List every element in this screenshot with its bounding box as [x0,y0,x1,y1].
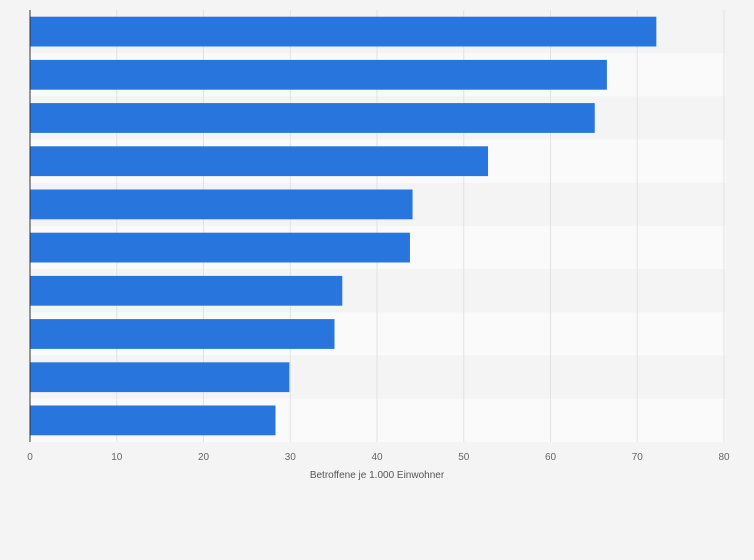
x-axis-title: Betroffene je 1.000 Einwohner [310,470,445,481]
x-tick-label: 10 [111,452,123,463]
bar[interactable] [30,189,413,220]
bar[interactable] [30,405,276,436]
bars [30,16,657,436]
bar[interactable] [30,319,335,349]
bar[interactable] [30,362,290,393]
x-tick-label: 70 [632,452,644,463]
bar[interactable] [30,103,595,133]
x-tick-label: 80 [718,452,730,463]
x-tick-label: 60 [545,452,557,463]
x-tick-label: 30 [285,452,297,463]
x-axis-ticks: 0 10 20 30 40 50 60 70 80 [27,452,730,463]
x-tick-label: 0 [27,452,33,463]
x-tick-label: 50 [458,452,470,463]
bar[interactable] [30,232,410,263]
x-tick-label: 20 [198,452,210,463]
bar[interactable] [30,16,657,47]
bar[interactable] [30,275,343,306]
bar[interactable] [30,59,607,90]
x-tick-label: 40 [371,452,383,463]
bar[interactable] [30,146,489,177]
